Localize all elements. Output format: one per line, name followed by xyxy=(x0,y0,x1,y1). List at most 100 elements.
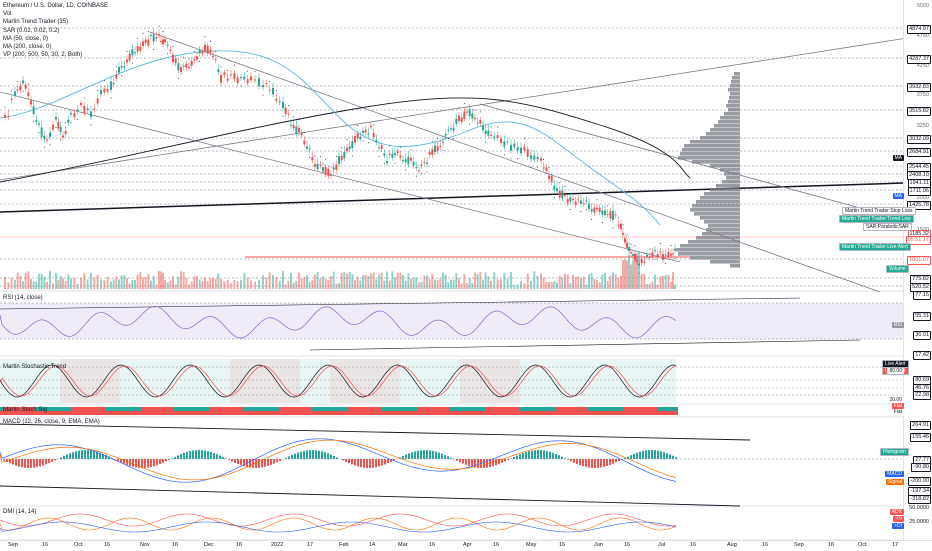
symbol-title[interactable]: Ethereum / U.S. Dollar, 1D, COINBASE xyxy=(3,2,108,10)
legend-ma50[interactable]: MA (50, close, 0) xyxy=(3,35,108,43)
stoch-signal-bar xyxy=(351,411,354,415)
candle-body xyxy=(269,90,271,91)
rsi-pane-label[interactable]: RSI (14, close) xyxy=(3,295,43,301)
candle-body xyxy=(175,58,177,63)
stoch-signal-bar xyxy=(120,411,123,415)
macd-histogram-bar xyxy=(570,459,572,461)
volume-bar xyxy=(220,279,222,289)
candle-body xyxy=(553,186,555,190)
macd-pane-label[interactable]: MACD (12, 26, close, 9, EMA, EMA) xyxy=(3,419,100,425)
volume-bar xyxy=(333,272,335,289)
volume-profile-bar xyxy=(730,92,740,96)
macd-histogram-bar xyxy=(141,459,143,468)
sar-dot xyxy=(627,234,628,235)
volume-bar xyxy=(649,284,651,289)
volume-bar xyxy=(622,260,624,289)
price-axis[interactable]: 5000475042503750325022502000150012504874… xyxy=(903,0,932,550)
volume-bar xyxy=(567,275,569,289)
stoch-signal-bar xyxy=(558,407,561,411)
legend-sar[interactable]: SAR (0.02, 0.02, 0.2) xyxy=(3,27,108,35)
candle-body xyxy=(533,156,535,160)
volume-profile-bar xyxy=(729,96,740,100)
volume-profile-bar xyxy=(728,88,740,92)
candle-body xyxy=(172,55,174,62)
stoch-signal-bar xyxy=(675,411,678,415)
macd-histogram-bar xyxy=(258,459,260,468)
candle-body xyxy=(391,154,393,158)
stoch-signal-bar xyxy=(450,411,453,415)
sar-dot xyxy=(363,141,364,142)
macd-histogram-bar xyxy=(666,453,668,459)
candle-body xyxy=(262,85,264,87)
volume-profile-bar xyxy=(720,116,740,120)
volume-bar xyxy=(272,275,274,289)
stoch-signal-bar xyxy=(261,411,264,415)
candle-body xyxy=(599,208,601,212)
indicator-value-tag: +DI xyxy=(892,523,904,529)
stoch-signal-bar xyxy=(291,407,294,411)
time-tick-label: 16 xyxy=(762,542,768,548)
stoch-signal-bar xyxy=(297,407,300,411)
stoch-signal-bar xyxy=(471,411,474,415)
dmi-pane-label[interactable]: DMI (14, 14) xyxy=(3,509,36,515)
stoch-signal-bar xyxy=(624,411,627,415)
sar-dot xyxy=(453,138,454,139)
stoch-signal-bar xyxy=(369,407,372,411)
candle-body xyxy=(188,67,190,68)
stoch-signal-bar xyxy=(126,411,129,415)
stoch-signal-bar xyxy=(306,407,309,411)
stoch-signal-bar xyxy=(315,411,318,415)
stoch-signal-bar xyxy=(558,411,561,415)
macd-histogram-bar xyxy=(597,459,599,468)
candle-body xyxy=(615,214,617,215)
sar-dot xyxy=(227,70,228,71)
stoch-signal-bar xyxy=(189,411,192,415)
stoch-signal-bar xyxy=(636,411,639,415)
candle-body xyxy=(375,140,377,143)
volume-bar xyxy=(35,282,37,289)
stoch-signal-bar xyxy=(438,411,441,415)
volume-bar xyxy=(17,273,19,289)
volume-bar xyxy=(609,276,611,289)
candle-body xyxy=(513,144,515,147)
sar-dot xyxy=(389,145,390,146)
sar-dot xyxy=(183,57,184,58)
macd-histogram-bar xyxy=(33,459,35,468)
volume-bar xyxy=(564,274,566,289)
volume-bar xyxy=(517,284,519,289)
stoch-signal-bar xyxy=(390,407,393,411)
stoch-signal-bar xyxy=(381,411,384,415)
legend-martin-trend-trader[interactable]: Martin Trend Trader (35) xyxy=(3,18,108,26)
candle-body xyxy=(641,259,643,263)
volume-bar xyxy=(447,282,449,289)
legend-volume-profile[interactable]: VP (200, 500, 50, 30, 2, Both) xyxy=(3,51,108,59)
volume-bar xyxy=(250,280,252,289)
stoch-signal-bar xyxy=(468,411,471,415)
stoch-signal-bar xyxy=(474,411,477,415)
stoch-signal-bar xyxy=(234,411,237,415)
stoch-signal-bar xyxy=(258,407,261,411)
volume-bar xyxy=(295,281,297,289)
volume-profile-bar xyxy=(724,112,740,116)
stoch-signal-bar xyxy=(492,407,495,411)
macd-histogram-bar xyxy=(573,459,575,463)
volume-bar xyxy=(349,272,351,289)
legend-ma200[interactable]: MA (200, close, 0) xyxy=(3,43,108,51)
stoch-signal-bar xyxy=(615,407,618,411)
sar-dot xyxy=(315,156,316,157)
macd-histogram-bar xyxy=(672,456,674,459)
macd-histogram-bar xyxy=(39,459,41,466)
stoch-pane-label[interactable]: Martin Stochastic Trend xyxy=(3,364,66,370)
stoch-signal-bar xyxy=(162,411,165,415)
stoch-signal-bar xyxy=(645,411,648,415)
stoch-sig-pane-label[interactable]: Martin Stoch Sig xyxy=(3,407,47,413)
legend-vol[interactable]: Vol xyxy=(3,10,108,18)
time-tick-label: Aug xyxy=(727,542,737,548)
stoch-signal-bar xyxy=(489,411,492,415)
candle-body xyxy=(517,147,519,151)
candle-body xyxy=(423,162,425,163)
candle-body xyxy=(70,113,72,114)
